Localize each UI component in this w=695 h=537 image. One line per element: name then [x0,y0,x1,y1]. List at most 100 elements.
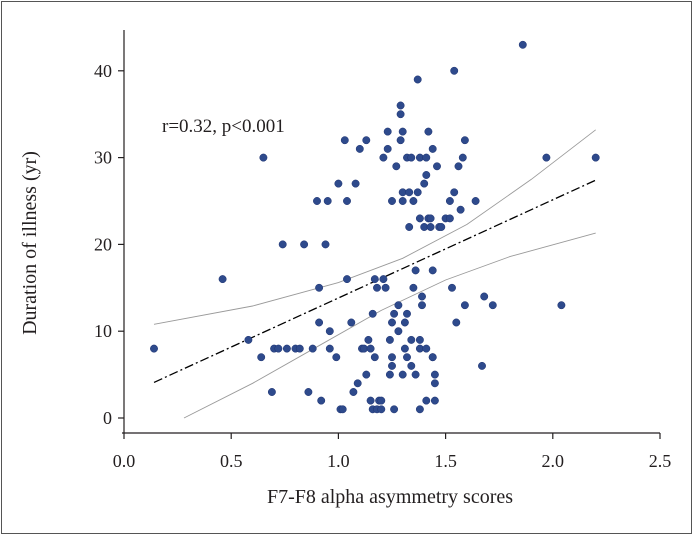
data-point [347,318,356,327]
data-point [343,275,351,284]
x-tick-label: 2.0 [542,451,565,471]
data-point [405,188,414,197]
data-point [362,370,371,379]
data-point [480,292,489,301]
data-point [370,353,379,362]
data-point [313,197,321,205]
data-point [460,136,469,145]
data-point [450,188,459,197]
data-point [405,223,414,231]
data-point [430,370,439,379]
data-point [334,179,343,188]
data-point [448,283,456,292]
data-point [379,153,388,162]
data-point [392,162,401,171]
data-point [445,214,454,223]
data-point [518,40,527,49]
data-point [433,162,441,171]
x-tick-label: 0.5 [220,451,243,471]
data-point [422,171,431,179]
data-point [454,162,463,171]
data-point [383,127,392,136]
data-point [366,396,375,405]
data-point [458,153,467,162]
data-point [385,335,394,344]
data-point [394,327,403,336]
data-point [381,283,390,292]
data-point [274,344,283,353]
data-point [400,344,409,353]
data-point [325,344,334,353]
data-point [332,353,341,362]
data-point [379,275,388,284]
x-tick-label: 2.5 [649,451,672,471]
data-point [409,283,418,292]
data-point [422,153,431,162]
data-point [282,344,291,353]
data-point [428,266,437,275]
data-point [388,197,396,205]
data-point [396,101,405,110]
confidence-band [153,129,596,419]
y-tick-label: 40 [94,61,112,81]
data-point [295,344,304,353]
data-point [407,335,416,344]
data-point [373,283,381,292]
data-point [426,223,435,231]
data-point [388,318,396,327]
data-point [452,318,461,327]
data-point [218,275,227,284]
data-point [409,197,418,205]
data-point [407,361,416,370]
y-tick-label: 30 [94,148,112,168]
y-tick-label: 0 [103,408,112,428]
data-point [426,214,435,223]
data-point [304,388,313,396]
data-points [150,40,600,414]
data-point [394,301,403,310]
axes: 0.0 0.5 1.0 1.5 2.0 2.5 0 10 20 30 40 [94,30,671,471]
data-point [591,153,600,162]
data-point [308,344,317,353]
data-point [430,379,439,388]
data-point [471,197,480,205]
data-point [383,144,392,153]
data-point [343,197,351,205]
data-point [377,396,386,405]
data-point [478,361,486,370]
data-point [353,379,362,388]
data-point [437,223,446,231]
x-tick-label: 1.5 [434,451,457,471]
data-point [542,153,551,162]
data-point [445,197,454,205]
data-point [422,396,431,405]
data-point [418,301,426,310]
data-point [418,292,426,301]
data-point [366,344,375,353]
data-point [424,127,433,136]
data-point [557,301,566,310]
data-point [385,370,394,379]
data-point [403,353,411,362]
data-point [259,153,268,162]
data-point [267,388,276,396]
data-point [460,301,469,310]
data-point [323,197,332,205]
data-point [422,344,431,353]
data-point [355,144,364,153]
data-point [377,405,386,414]
data-point [450,66,459,75]
data-point [278,240,287,249]
data-point [315,283,324,292]
data-point [349,388,358,396]
data-point [415,405,424,414]
data-point [415,214,424,223]
data-point [315,318,324,327]
data-point [362,136,371,145]
y-axis-title: Duration of illness (yr) [19,151,41,335]
x-tick-label: 1.0 [327,451,350,471]
data-point [351,179,360,188]
data-point [300,240,309,249]
data-point [257,353,266,362]
